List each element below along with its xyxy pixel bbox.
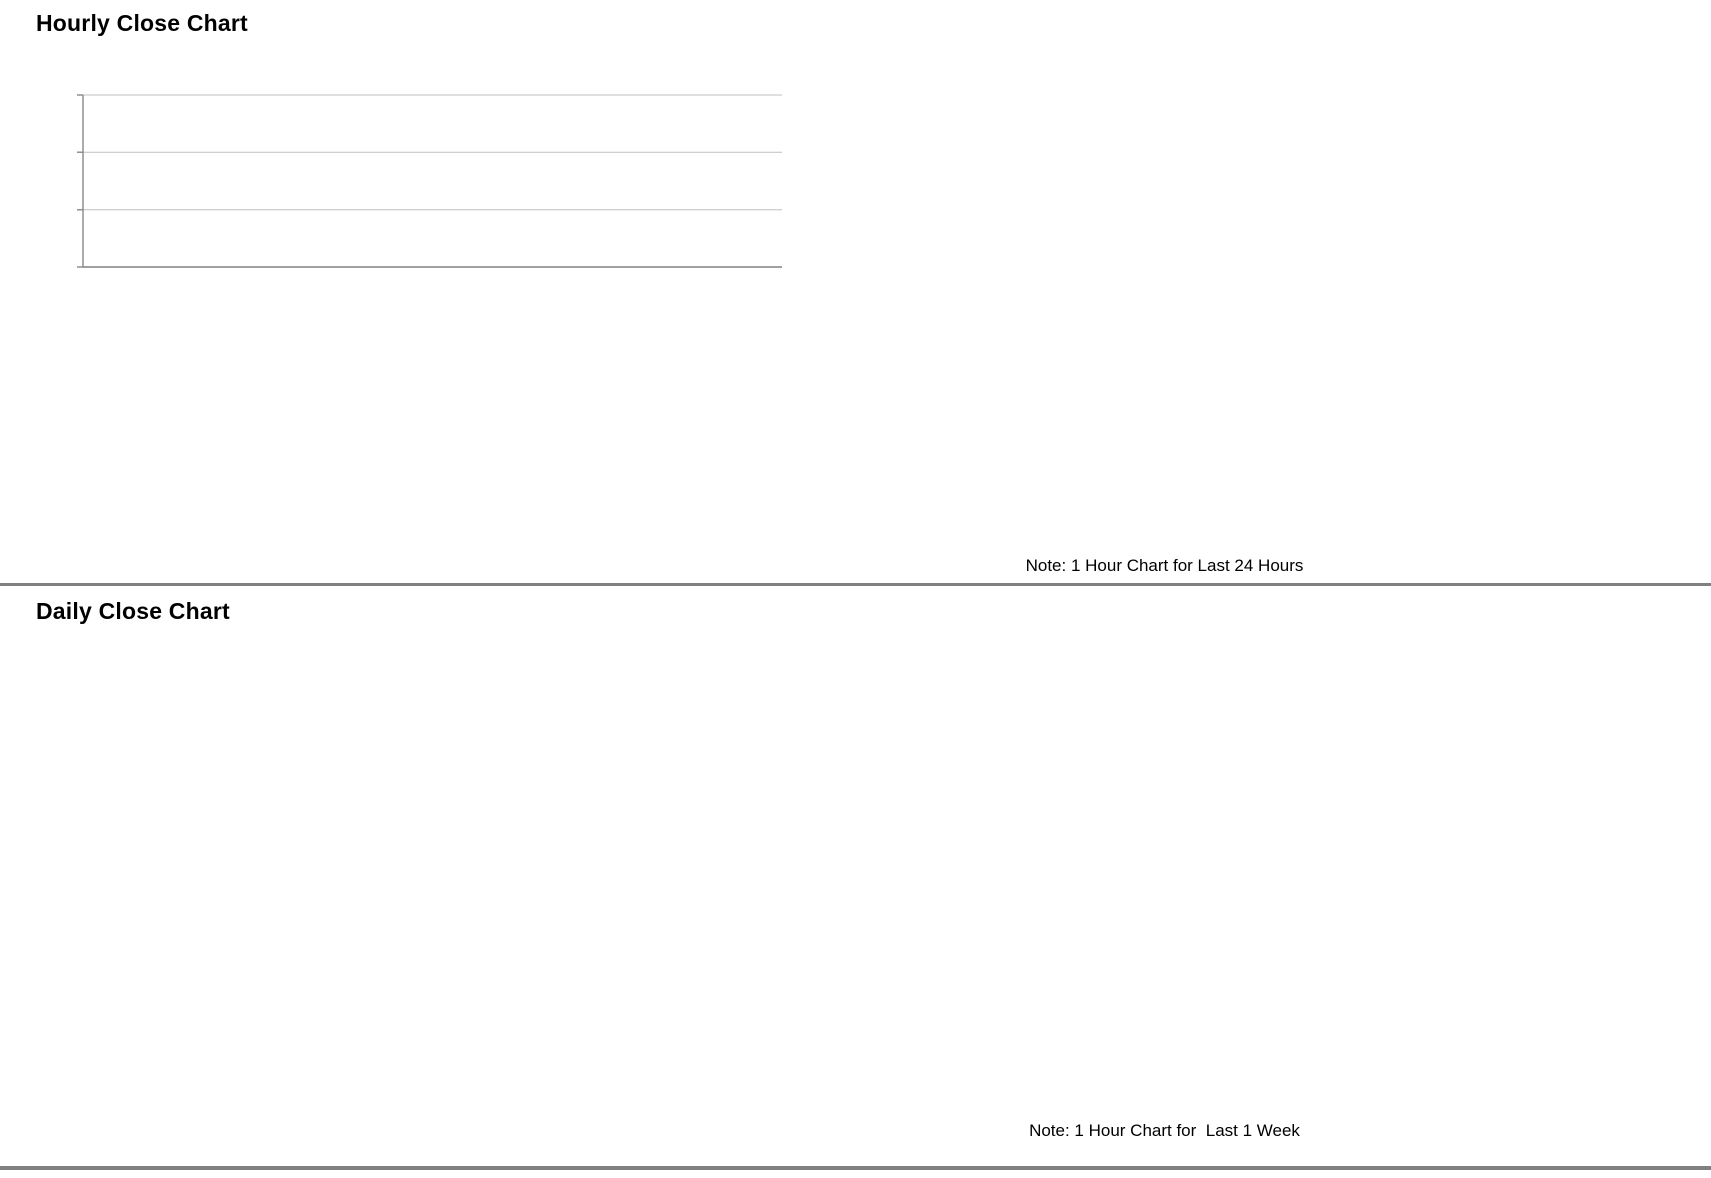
hourly-pivot-note: Note: 1 Hour Chart for Last 24 Hours: [1025, 556, 1304, 575]
hourly-section-title: Hourly Close Chart: [36, 10, 248, 36]
daily-section-title: Daily Close Chart: [36, 598, 230, 624]
bottom-separator: [0, 1166, 1711, 1170]
section-separator: [0, 583, 1711, 586]
daily-pivot-note: Note: 1 Hour Chart for Last 1 Week: [1029, 1121, 1300, 1140]
